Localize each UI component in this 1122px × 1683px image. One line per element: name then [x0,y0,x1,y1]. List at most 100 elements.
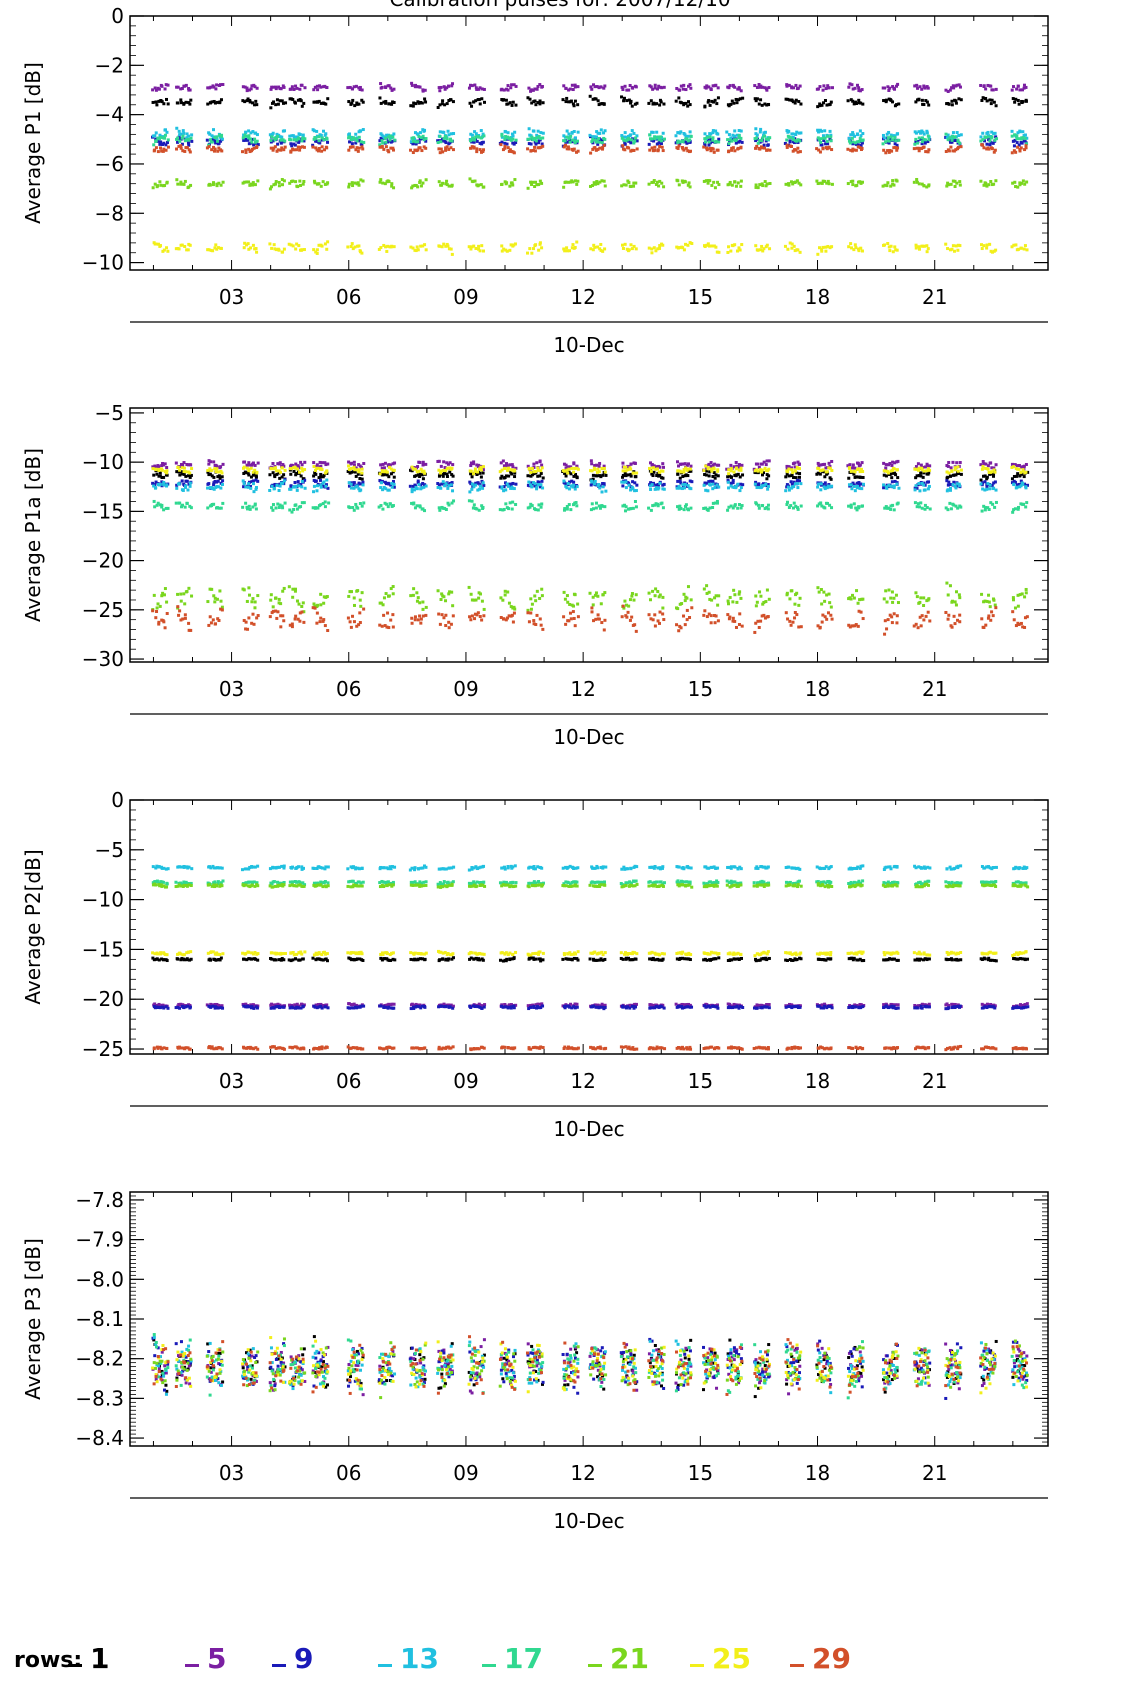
data-point [181,618,184,621]
data-point [167,507,170,510]
data-point [597,483,600,486]
data-point [353,620,356,623]
data-point [182,461,185,464]
data-point [948,149,951,152]
data-point [882,462,885,465]
data-point [735,601,738,604]
data-point [738,623,741,626]
data-point [768,136,771,139]
data-point [361,147,364,150]
data-point [847,99,850,102]
data-point [946,247,949,250]
data-point [446,245,449,248]
data-point [381,86,384,89]
data-point [499,143,502,146]
data-point [754,483,757,486]
data-point [155,131,158,134]
data-point [600,602,603,605]
data-point [732,617,735,620]
data-point [212,618,215,621]
data-point [917,462,920,465]
data-point [686,244,689,247]
data-point [660,182,663,185]
data-point [450,483,453,486]
data-point [513,487,516,490]
data-point [656,135,659,138]
data-point [954,466,957,469]
data-point [350,487,353,490]
data-point [279,485,282,488]
data-point [573,130,576,133]
data-point [733,243,736,246]
data-point [790,468,793,471]
data-point [357,103,360,106]
data-point [207,624,210,627]
data-point [315,489,318,492]
data-point [979,135,982,138]
data-point [271,462,274,465]
x-tick-label: 18 [805,677,830,701]
data-point [590,88,593,91]
data-point [421,182,424,185]
data-point [861,504,864,507]
data-point [882,99,885,102]
data-point [727,486,730,489]
data-point [655,102,658,105]
data-point [919,85,922,88]
data-point [212,503,215,506]
data-point [322,618,325,621]
data-point [324,624,327,627]
data-point [439,623,442,626]
data-point [296,468,299,471]
data-point [767,474,770,477]
data-point [891,100,894,103]
data-point [861,147,864,150]
data-point [215,467,218,470]
data-point [479,249,482,252]
data-point [348,506,351,509]
data-point [767,468,770,471]
data-point [480,97,483,100]
data-point [891,601,894,604]
data-point [220,184,223,187]
data-point [438,180,441,183]
data-point [416,245,419,248]
data-point [563,249,566,252]
data-point [716,468,719,471]
y-axis-label: Average P1a [dB] [21,448,45,622]
data-point [468,615,471,618]
data-point [708,179,711,182]
data-point [273,487,276,490]
data-point [392,132,395,135]
data-point [714,84,717,87]
data-point [283,86,286,89]
data-point [383,466,386,469]
data-point [515,85,518,88]
data-point [710,599,713,602]
data-point [738,489,741,492]
data-point [189,150,192,153]
data-point [893,467,896,470]
data-point [846,148,849,151]
data-point [246,507,249,510]
data-point [508,185,511,188]
data-point [995,137,998,140]
data-point [441,99,444,102]
x-tick-label: 06 [336,285,361,309]
data-point [981,247,984,250]
data-point [300,467,303,470]
data-point [526,147,529,150]
data-point [531,603,534,606]
data-point [1021,130,1024,133]
data-point [634,462,637,465]
data-point [662,506,665,509]
data-point [893,486,896,489]
data-point [317,139,320,142]
data-point [382,148,385,151]
data-point [359,482,362,485]
data-point [421,601,424,604]
data-point [857,602,860,605]
data-point [705,584,708,587]
data-point [727,599,730,602]
data-point [598,462,601,465]
